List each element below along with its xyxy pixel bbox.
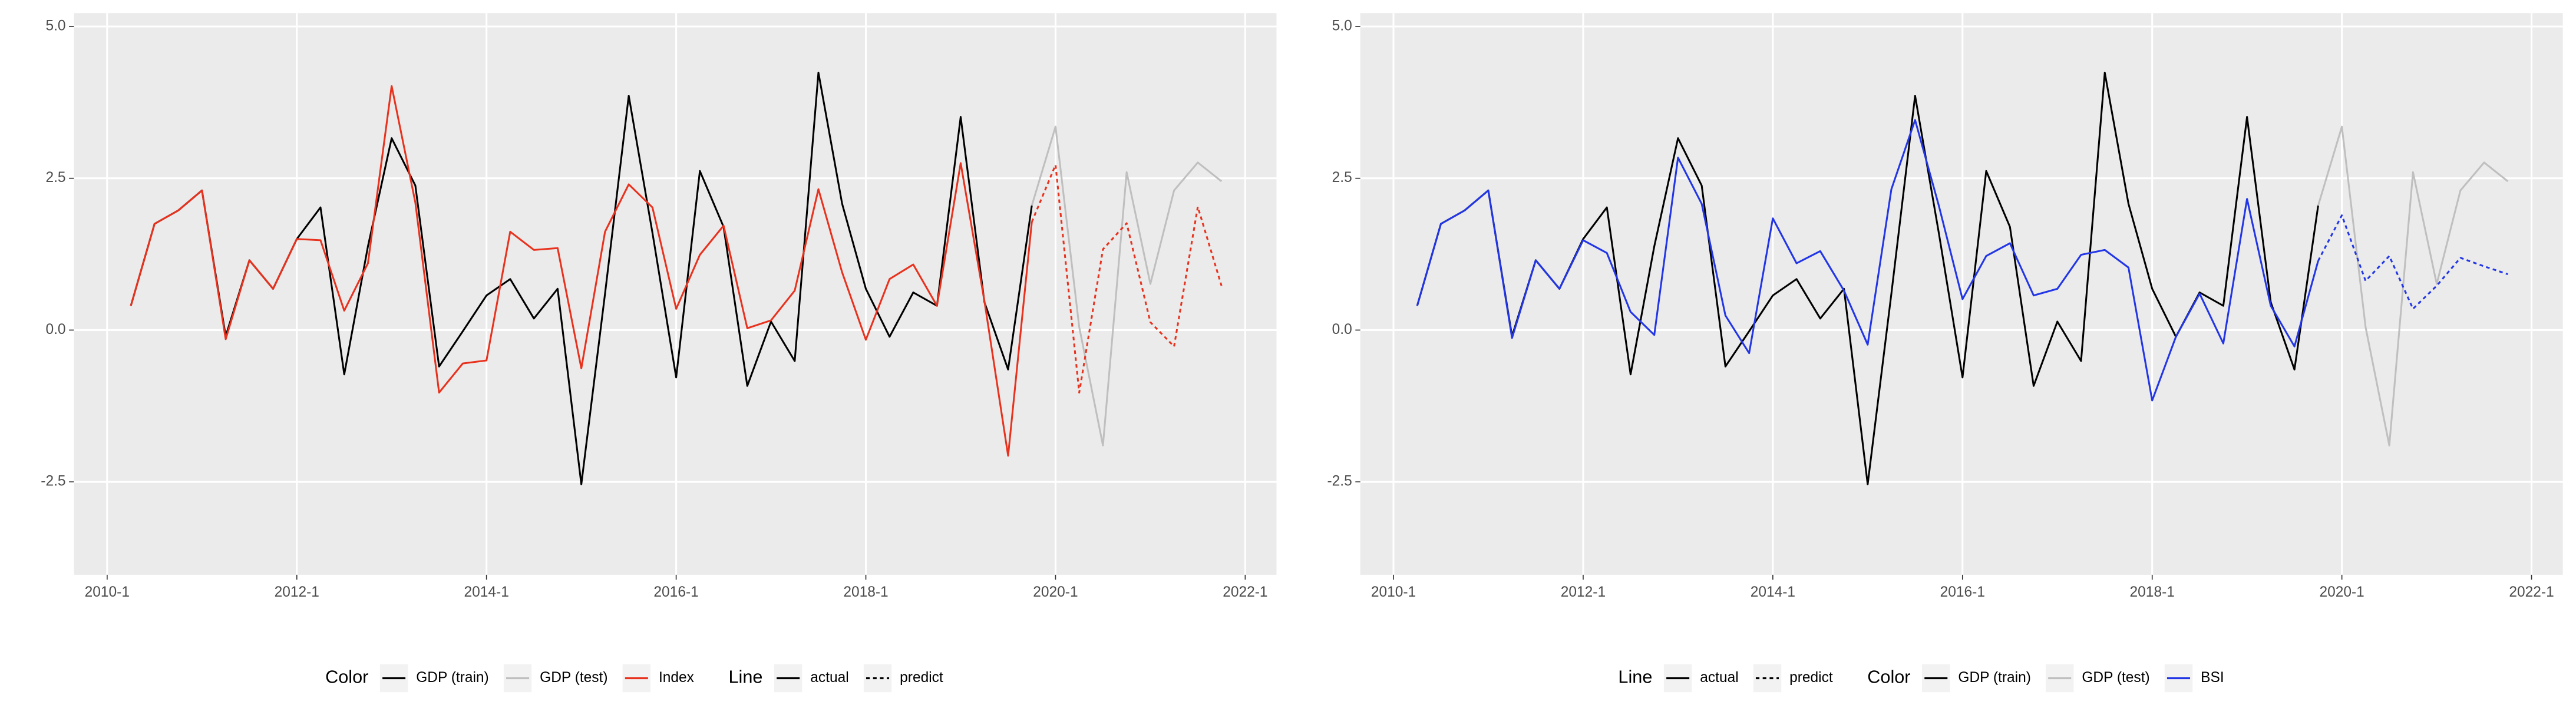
legend-title: Line <box>1618 667 1652 687</box>
legend-label: actual <box>810 670 848 686</box>
legend-label: GDP (test) <box>540 670 607 686</box>
legend-title: Color <box>1867 667 1910 687</box>
x-tick-label: 2016-1 <box>1940 584 1985 600</box>
x-tick-label: 2022-1 <box>1223 584 1267 600</box>
legend-label: GDP (test) <box>2082 670 2149 686</box>
chart-panel: -2.5 0.0 2.5 5.0 2010-1 2012-1 2014-1 2016-1 201… <box>41 13 1277 693</box>
series-line <box>2317 214 2508 310</box>
x-tick-label: 2018-1 <box>2130 584 2175 600</box>
x-tick-label: 2010-1 <box>85 584 130 600</box>
y-tick-label: 5.0 <box>45 18 65 34</box>
x-tick-label: 2018-1 <box>843 584 888 600</box>
legend-label: predict <box>1789 670 1833 686</box>
legend-label: actual <box>1700 670 1738 686</box>
chart-panel: -2.5 0.0 2.5 5.0 2010-1 2012-1 2014-1 2016-1 201… <box>1327 13 2563 693</box>
series-line <box>130 85 1033 457</box>
legend-title: Line <box>728 667 762 687</box>
legend-label: Index <box>659 670 694 686</box>
y-tick-label: 5.0 <box>1332 18 1352 34</box>
x-tick-label: 2014-1 <box>464 584 509 600</box>
x-tick-label: 2010-1 <box>1371 584 1416 600</box>
x-tick-label: 2012-1 <box>1561 584 1606 600</box>
x-tick-label: 2012-1 <box>275 584 319 600</box>
y-tick-label: 0.0 <box>1332 322 1352 337</box>
series-line <box>1416 119 2319 402</box>
series-line <box>1031 164 1223 394</box>
plot-background <box>74 13 1277 575</box>
legend-label: predict <box>900 670 943 686</box>
y-tick-label: -2.5 <box>41 474 65 489</box>
legend-title: Color <box>325 667 368 687</box>
x-tick-label: 2020-1 <box>1033 584 1078 600</box>
series-line <box>1031 125 1223 446</box>
y-tick-label: -2.5 <box>1327 474 1352 489</box>
x-tick-label: 2022-1 <box>2509 584 2554 600</box>
legend-label: GDP (train) <box>1958 670 2031 686</box>
y-tick-label: 0.0 <box>45 322 65 337</box>
x-tick-label: 2016-1 <box>653 584 698 600</box>
x-tick-label: 2014-1 <box>1751 584 1795 600</box>
legend-label: GDP (train) <box>416 670 489 686</box>
y-tick-label: 2.5 <box>1332 170 1352 186</box>
legend-label: BSI <box>2201 670 2224 686</box>
series-line <box>2317 125 2509 446</box>
y-tick-label: 2.5 <box>45 170 65 186</box>
x-tick-label: 2020-1 <box>2319 584 2364 600</box>
